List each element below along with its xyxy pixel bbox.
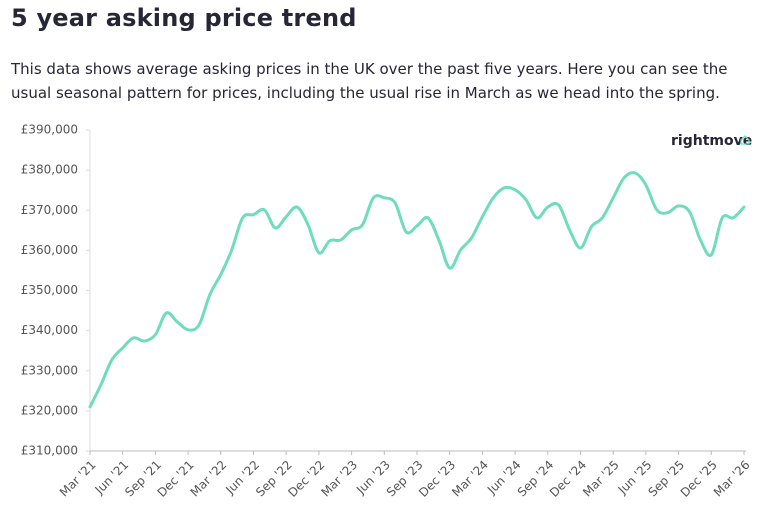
logo: rightmove [671, 133, 752, 149]
x-tick-label: Mar '22 [188, 458, 230, 500]
x-tick-label: Mar '25 [580, 458, 622, 500]
chart-subtitle: This data shows average asking prices in… [11, 60, 728, 102]
x-tick-label: Mar '21 [57, 458, 99, 500]
y-tick-label: £350,000 [21, 283, 78, 297]
y-tick-label: £340,000 [21, 323, 78, 337]
y-tick-label: £330,000 [21, 363, 78, 377]
x-tick-label: Mar '24 [449, 458, 491, 500]
x-tick-label: Mar '23 [318, 458, 360, 500]
y-tick-label: £390,000 [21, 123, 78, 137]
price-line [88, 171, 746, 409]
y-tick-label: £360,000 [21, 243, 78, 257]
y-tick-label: £310,000 [21, 444, 78, 458]
chart-title: 5 year asking price trend [11, 4, 357, 32]
y-tick-label: £320,000 [21, 403, 78, 417]
y-tick-label: £380,000 [21, 163, 78, 177]
logo-icon [740, 135, 750, 145]
y-tick-label: £370,000 [21, 203, 78, 217]
x-tick-label: Mar '26 [711, 458, 753, 500]
